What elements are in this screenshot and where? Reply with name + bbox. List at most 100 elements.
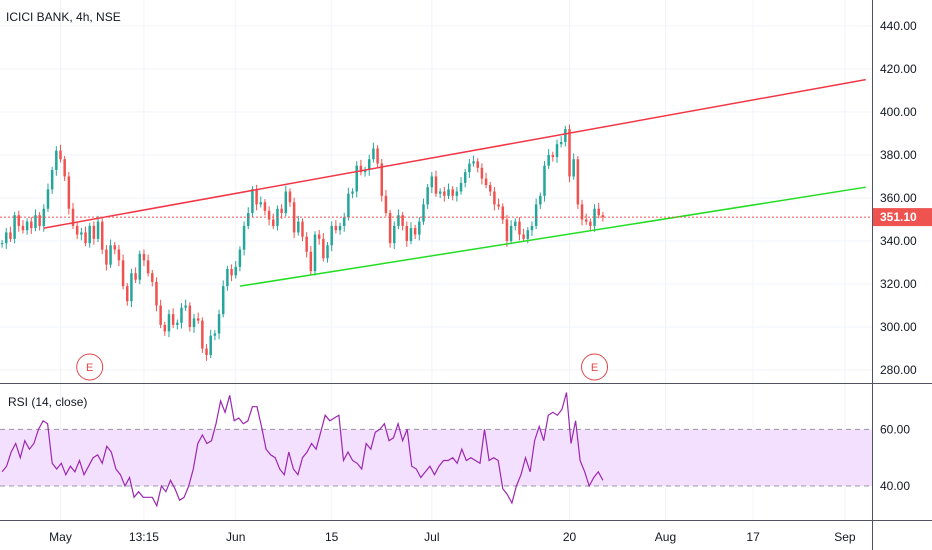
candle-body[interactable] bbox=[96, 221, 100, 239]
candle-body[interactable] bbox=[559, 142, 563, 145]
candle-body[interactable] bbox=[568, 129, 571, 177]
candle-body[interactable] bbox=[230, 268, 233, 276]
support-trendline[interactable] bbox=[239, 186, 866, 287]
candle-body[interactable] bbox=[393, 225, 396, 244]
candle[interactable] bbox=[355, 161, 358, 198]
candle-body[interactable] bbox=[347, 193, 350, 218]
candle[interactable] bbox=[50, 166, 54, 194]
candle[interactable] bbox=[297, 215, 300, 236]
candle[interactable] bbox=[21, 220, 25, 234]
candle-body[interactable] bbox=[576, 159, 580, 205]
candle[interactable] bbox=[109, 239, 112, 268]
candle[interactable] bbox=[13, 211, 16, 244]
candle-body[interactable] bbox=[13, 215, 16, 239]
candle[interactable] bbox=[488, 181, 492, 197]
candle-body[interactable] bbox=[472, 161, 475, 164]
candle-body[interactable] bbox=[192, 318, 196, 328]
candle-body[interactable] bbox=[459, 182, 463, 192]
candle[interactable] bbox=[176, 319, 179, 330]
candle-body[interactable] bbox=[397, 215, 400, 226]
trendline-layer[interactable] bbox=[0, 78, 872, 287]
candle[interactable] bbox=[568, 124, 571, 183]
candle-body[interactable] bbox=[134, 273, 137, 280]
candle-body[interactable] bbox=[151, 273, 154, 282]
candle[interactable] bbox=[280, 204, 283, 219]
candle-body[interactable] bbox=[38, 215, 41, 226]
candle[interactable] bbox=[572, 153, 575, 180]
candle[interactable] bbox=[326, 242, 329, 263]
candle[interactable] bbox=[534, 198, 538, 230]
candle[interactable] bbox=[171, 308, 175, 329]
candle-body[interactable] bbox=[430, 176, 434, 188]
candle-body[interactable] bbox=[597, 208, 600, 216]
candle-body[interactable] bbox=[317, 234, 321, 239]
candle[interactable] bbox=[126, 282, 129, 306]
candle[interactable] bbox=[180, 303, 183, 329]
candle[interactable] bbox=[451, 186, 454, 201]
candle[interactable] bbox=[555, 139, 559, 163]
candle-body[interactable] bbox=[330, 225, 333, 246]
candle-body[interactable] bbox=[367, 159, 371, 170]
candle-body[interactable] bbox=[539, 195, 542, 205]
candle-body[interactable] bbox=[468, 163, 471, 173]
candle[interactable] bbox=[284, 185, 288, 217]
candle-body[interactable] bbox=[426, 187, 429, 205]
candle[interactable] bbox=[246, 207, 250, 230]
candle-body[interactable] bbox=[409, 228, 413, 241]
candle[interactable] bbox=[317, 230, 321, 245]
candle[interactable] bbox=[543, 161, 546, 202]
candle[interactable] bbox=[155, 277, 158, 312]
candle-body[interactable] bbox=[42, 208, 46, 226]
candle[interactable] bbox=[309, 245, 313, 275]
candle[interactable] bbox=[564, 125, 567, 147]
candle[interactable] bbox=[272, 213, 275, 230]
candle[interactable] bbox=[63, 155, 66, 181]
candle[interactable] bbox=[518, 217, 521, 241]
candle[interactable] bbox=[434, 170, 438, 197]
candle-body[interactable] bbox=[67, 176, 71, 209]
candle[interactable] bbox=[443, 186, 446, 202]
candle-body[interactable] bbox=[80, 232, 83, 235]
candle[interactable] bbox=[205, 344, 208, 361]
candle-body[interactable] bbox=[422, 204, 425, 222]
candle[interactable] bbox=[459, 177, 463, 195]
candle[interactable] bbox=[418, 217, 421, 241]
candle[interactable] bbox=[484, 172, 488, 189]
candle[interactable] bbox=[397, 209, 400, 230]
candle[interactable] bbox=[539, 192, 542, 209]
candle-body[interactable] bbox=[280, 208, 283, 214]
candle[interactable] bbox=[551, 151, 555, 162]
candle-body[interactable] bbox=[342, 217, 346, 226]
candle-body[interactable] bbox=[201, 320, 204, 349]
candle-body[interactable] bbox=[159, 305, 162, 325]
candle-body[interactable] bbox=[564, 129, 567, 143]
candle-body[interactable] bbox=[455, 191, 459, 196]
candle[interactable] bbox=[455, 186, 459, 202]
candlestick-series[interactable] bbox=[0, 124, 605, 361]
candle-body[interactable] bbox=[209, 335, 212, 356]
candle[interactable] bbox=[30, 217, 33, 234]
candle[interactable] bbox=[242, 221, 246, 256]
candle-body[interactable] bbox=[326, 245, 329, 259]
candle-body[interactable] bbox=[142, 253, 146, 261]
candle[interactable] bbox=[413, 224, 417, 240]
candle[interactable] bbox=[359, 159, 363, 176]
candle[interactable] bbox=[447, 183, 450, 200]
candle-body[interactable] bbox=[292, 202, 296, 233]
candle-body[interactable] bbox=[497, 204, 500, 207]
candle-body[interactable] bbox=[338, 225, 342, 231]
candle[interactable] bbox=[593, 204, 596, 232]
candle-body[interactable] bbox=[447, 189, 450, 196]
candle[interactable] bbox=[84, 226, 87, 247]
candle-body[interactable] bbox=[246, 213, 250, 226]
candle-body[interactable] bbox=[50, 169, 54, 190]
candle[interactable] bbox=[92, 221, 96, 245]
candle[interactable] bbox=[330, 221, 333, 252]
candle[interactable] bbox=[388, 209, 392, 248]
candle[interactable] bbox=[0, 239, 4, 248]
candle[interactable] bbox=[530, 221, 534, 237]
candle-body[interactable] bbox=[146, 260, 150, 274]
candle-body[interactable] bbox=[234, 266, 237, 276]
candle[interactable] bbox=[163, 321, 167, 336]
candle[interactable] bbox=[580, 199, 584, 226]
